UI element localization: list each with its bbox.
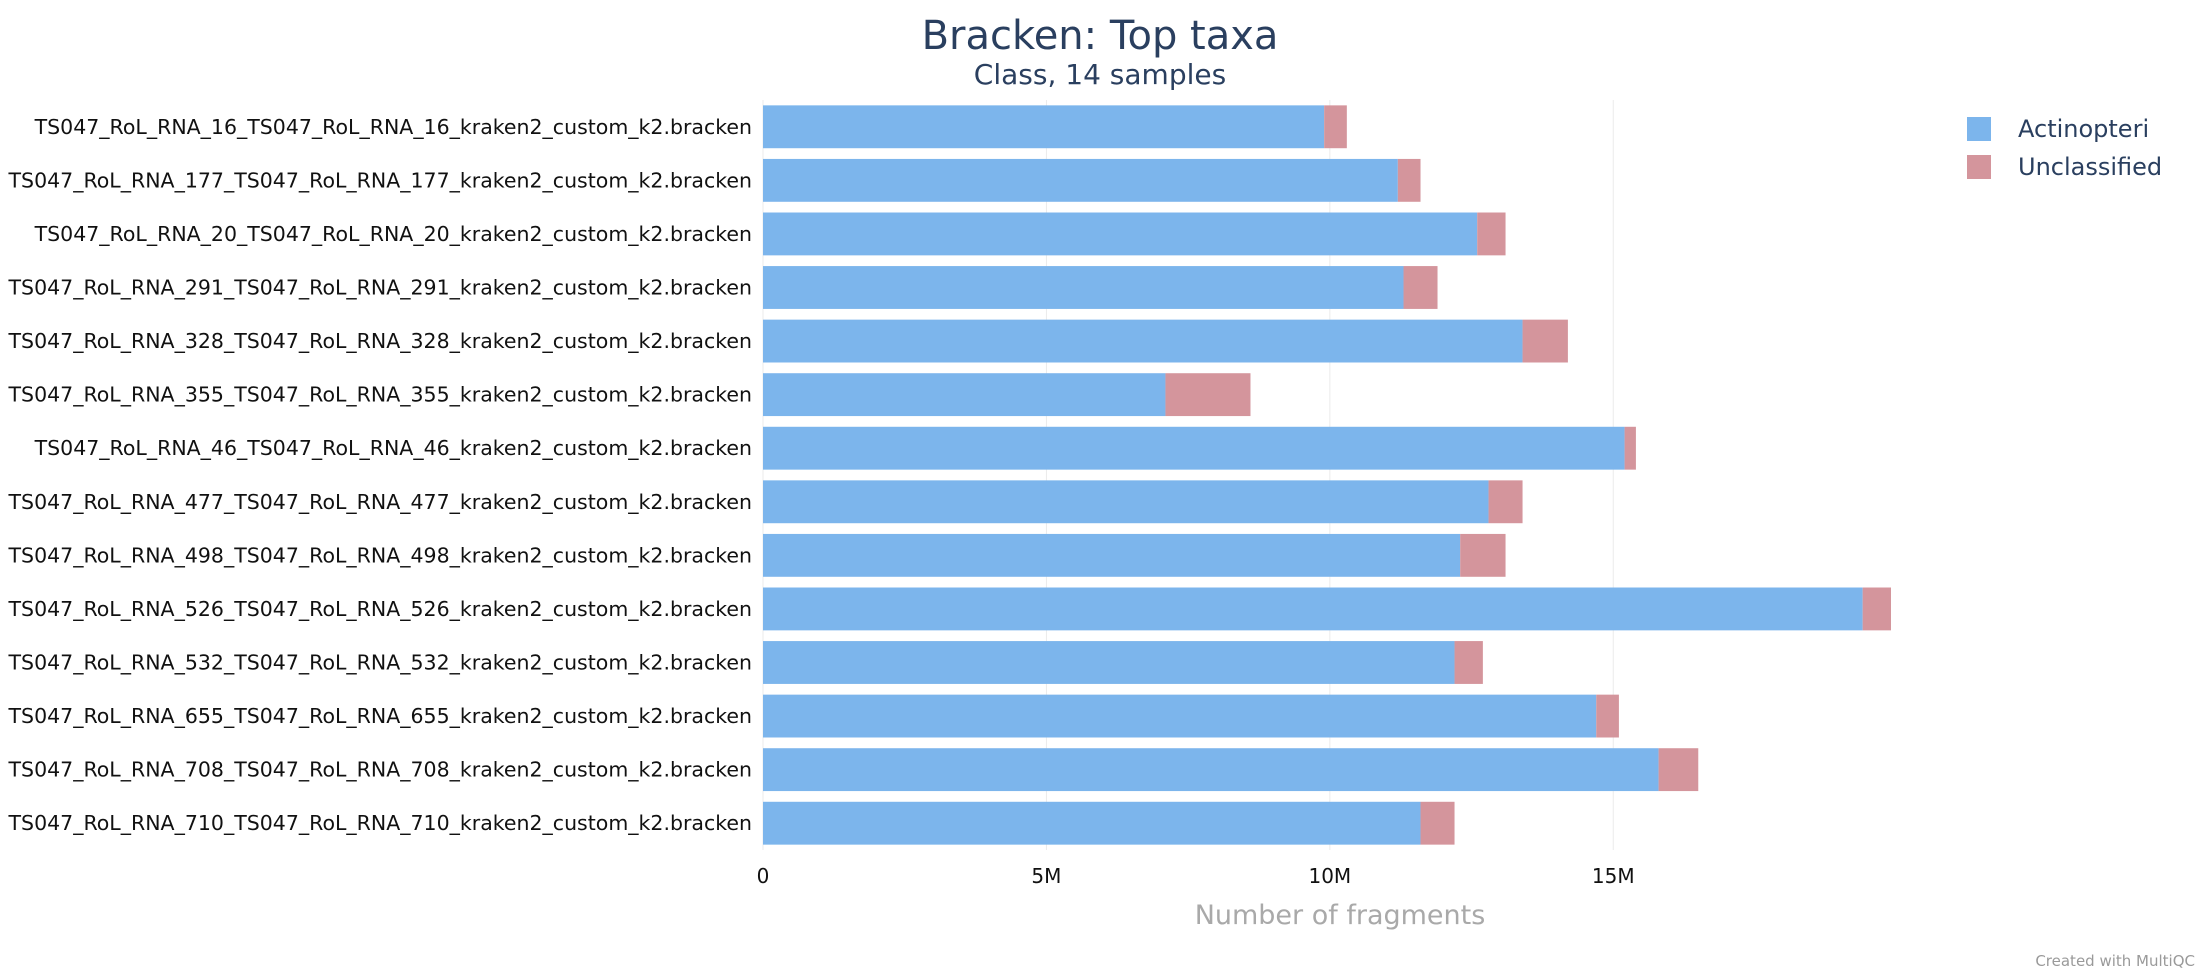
bar-unclassified-10[interactable]: [1454, 641, 1483, 684]
bar-unclassified-13[interactable]: [1420, 801, 1455, 845]
category-label: TS047_RoL_RNA_477_TS047_RoL_RNA_477_krak…: [8, 490, 752, 515]
bar-actinopteri-12[interactable]: [763, 748, 1659, 792]
bar-actinopteri-10[interactable]: [763, 641, 1455, 684]
category-label: TS047_RoL_RNA_16_TS047_RoL_RNA_16_kraken…: [34, 115, 752, 140]
legend: Actinopteri Unclassified: [1967, 115, 2162, 181]
bar-unclassified-12[interactable]: [1658, 748, 1699, 792]
bar-actinopteri-9[interactable]: [763, 587, 1863, 631]
bar-actinopteri-2[interactable]: [763, 212, 1478, 256]
bar-actinopteri-4[interactable]: [763, 319, 1523, 363]
category-labels: TS047_RoL_RNA_16_TS047_RoL_RNA_16_kraken…: [8, 115, 752, 836]
bar-unclassified-9[interactable]: [1862, 587, 1891, 631]
bar-actinopteri-5[interactable]: [763, 373, 1166, 417]
category-label: TS047_RoL_RNA_655_TS047_RoL_RNA_655_krak…: [8, 704, 752, 729]
x-tick-label: 10M: [1308, 864, 1351, 888]
bar-actinopteri-8[interactable]: [763, 533, 1461, 577]
bars: [763, 105, 1891, 845]
category-label: TS047_RoL_RNA_355_TS047_RoL_RNA_355_krak…: [8, 383, 752, 408]
legend-swatch-actinopteri[interactable]: [1967, 117, 1991, 141]
bar-unclassified-4[interactable]: [1522, 319, 1568, 363]
legend-label-unclassified[interactable]: Unclassified: [2018, 153, 2162, 181]
category-label: TS047_RoL_RNA_46_TS047_RoL_RNA_46_kraken…: [34, 436, 752, 461]
category-label: TS047_RoL_RNA_498_TS047_RoL_RNA_498_krak…: [8, 543, 752, 568]
bar-unclassified-7[interactable]: [1488, 480, 1523, 524]
bar-unclassified-11[interactable]: [1596, 694, 1619, 738]
category-label: TS047_RoL_RNA_328_TS047_RoL_RNA_328_krak…: [8, 329, 752, 354]
category-label: TS047_RoL_RNA_710_TS047_RoL_RNA_710_krak…: [8, 811, 752, 836]
category-label: TS047_RoL_RNA_526_TS047_RoL_RNA_526_krak…: [8, 597, 752, 622]
legend-swatch-unclassified[interactable]: [1967, 155, 1991, 179]
credit-text: Created with MultiQC: [2035, 952, 2195, 970]
category-label: TS047_RoL_RNA_532_TS047_RoL_RNA_532_krak…: [8, 651, 752, 676]
x-axis-title: Number of fragments: [1195, 900, 1486, 931]
x-tick-label: 0: [757, 864, 770, 888]
bar-unclassified-0[interactable]: [1324, 105, 1347, 149]
bar-actinopteri-3[interactable]: [763, 266, 1404, 309]
bar-unclassified-1[interactable]: [1397, 158, 1421, 202]
x-tick-label: 15M: [1592, 864, 1635, 888]
bar-unclassified-6[interactable]: [1624, 426, 1636, 470]
bar-unclassified-8[interactable]: [1460, 533, 1506, 577]
bar-actinopteri-13[interactable]: [763, 801, 1421, 845]
category-label: TS047_RoL_RNA_177_TS047_RoL_RNA_177_krak…: [8, 168, 752, 193]
category-label: TS047_RoL_RNA_291_TS047_RoL_RNA_291_krak…: [8, 276, 752, 301]
bar-actinopteri-6[interactable]: [763, 426, 1625, 470]
x-axis-ticks: 0 5M 10M 15M: [757, 864, 1635, 888]
bar-actinopteri-0[interactable]: [763, 105, 1325, 149]
category-label: TS047_RoL_RNA_708_TS047_RoL_RNA_708_krak…: [8, 758, 752, 783]
category-label: TS047_RoL_RNA_20_TS047_RoL_RNA_20_kraken…: [34, 222, 752, 247]
bar-unclassified-3[interactable]: [1403, 266, 1438, 309]
bar-actinopteri-11[interactable]: [763, 694, 1597, 738]
bar-unclassified-5[interactable]: [1165, 373, 1251, 417]
bar-actinopteri-1[interactable]: [763, 158, 1398, 202]
legend-label-actinopteri[interactable]: Actinopteri: [2018, 115, 2149, 143]
bar-unclassified-2[interactable]: [1477, 212, 1506, 256]
chart-title: Bracken: Top taxa: [922, 13, 1279, 59]
bar-actinopteri-7[interactable]: [763, 480, 1489, 524]
chart-subtitle: Class, 14 samples: [974, 58, 1226, 91]
x-tick-label: 5M: [1031, 864, 1061, 888]
